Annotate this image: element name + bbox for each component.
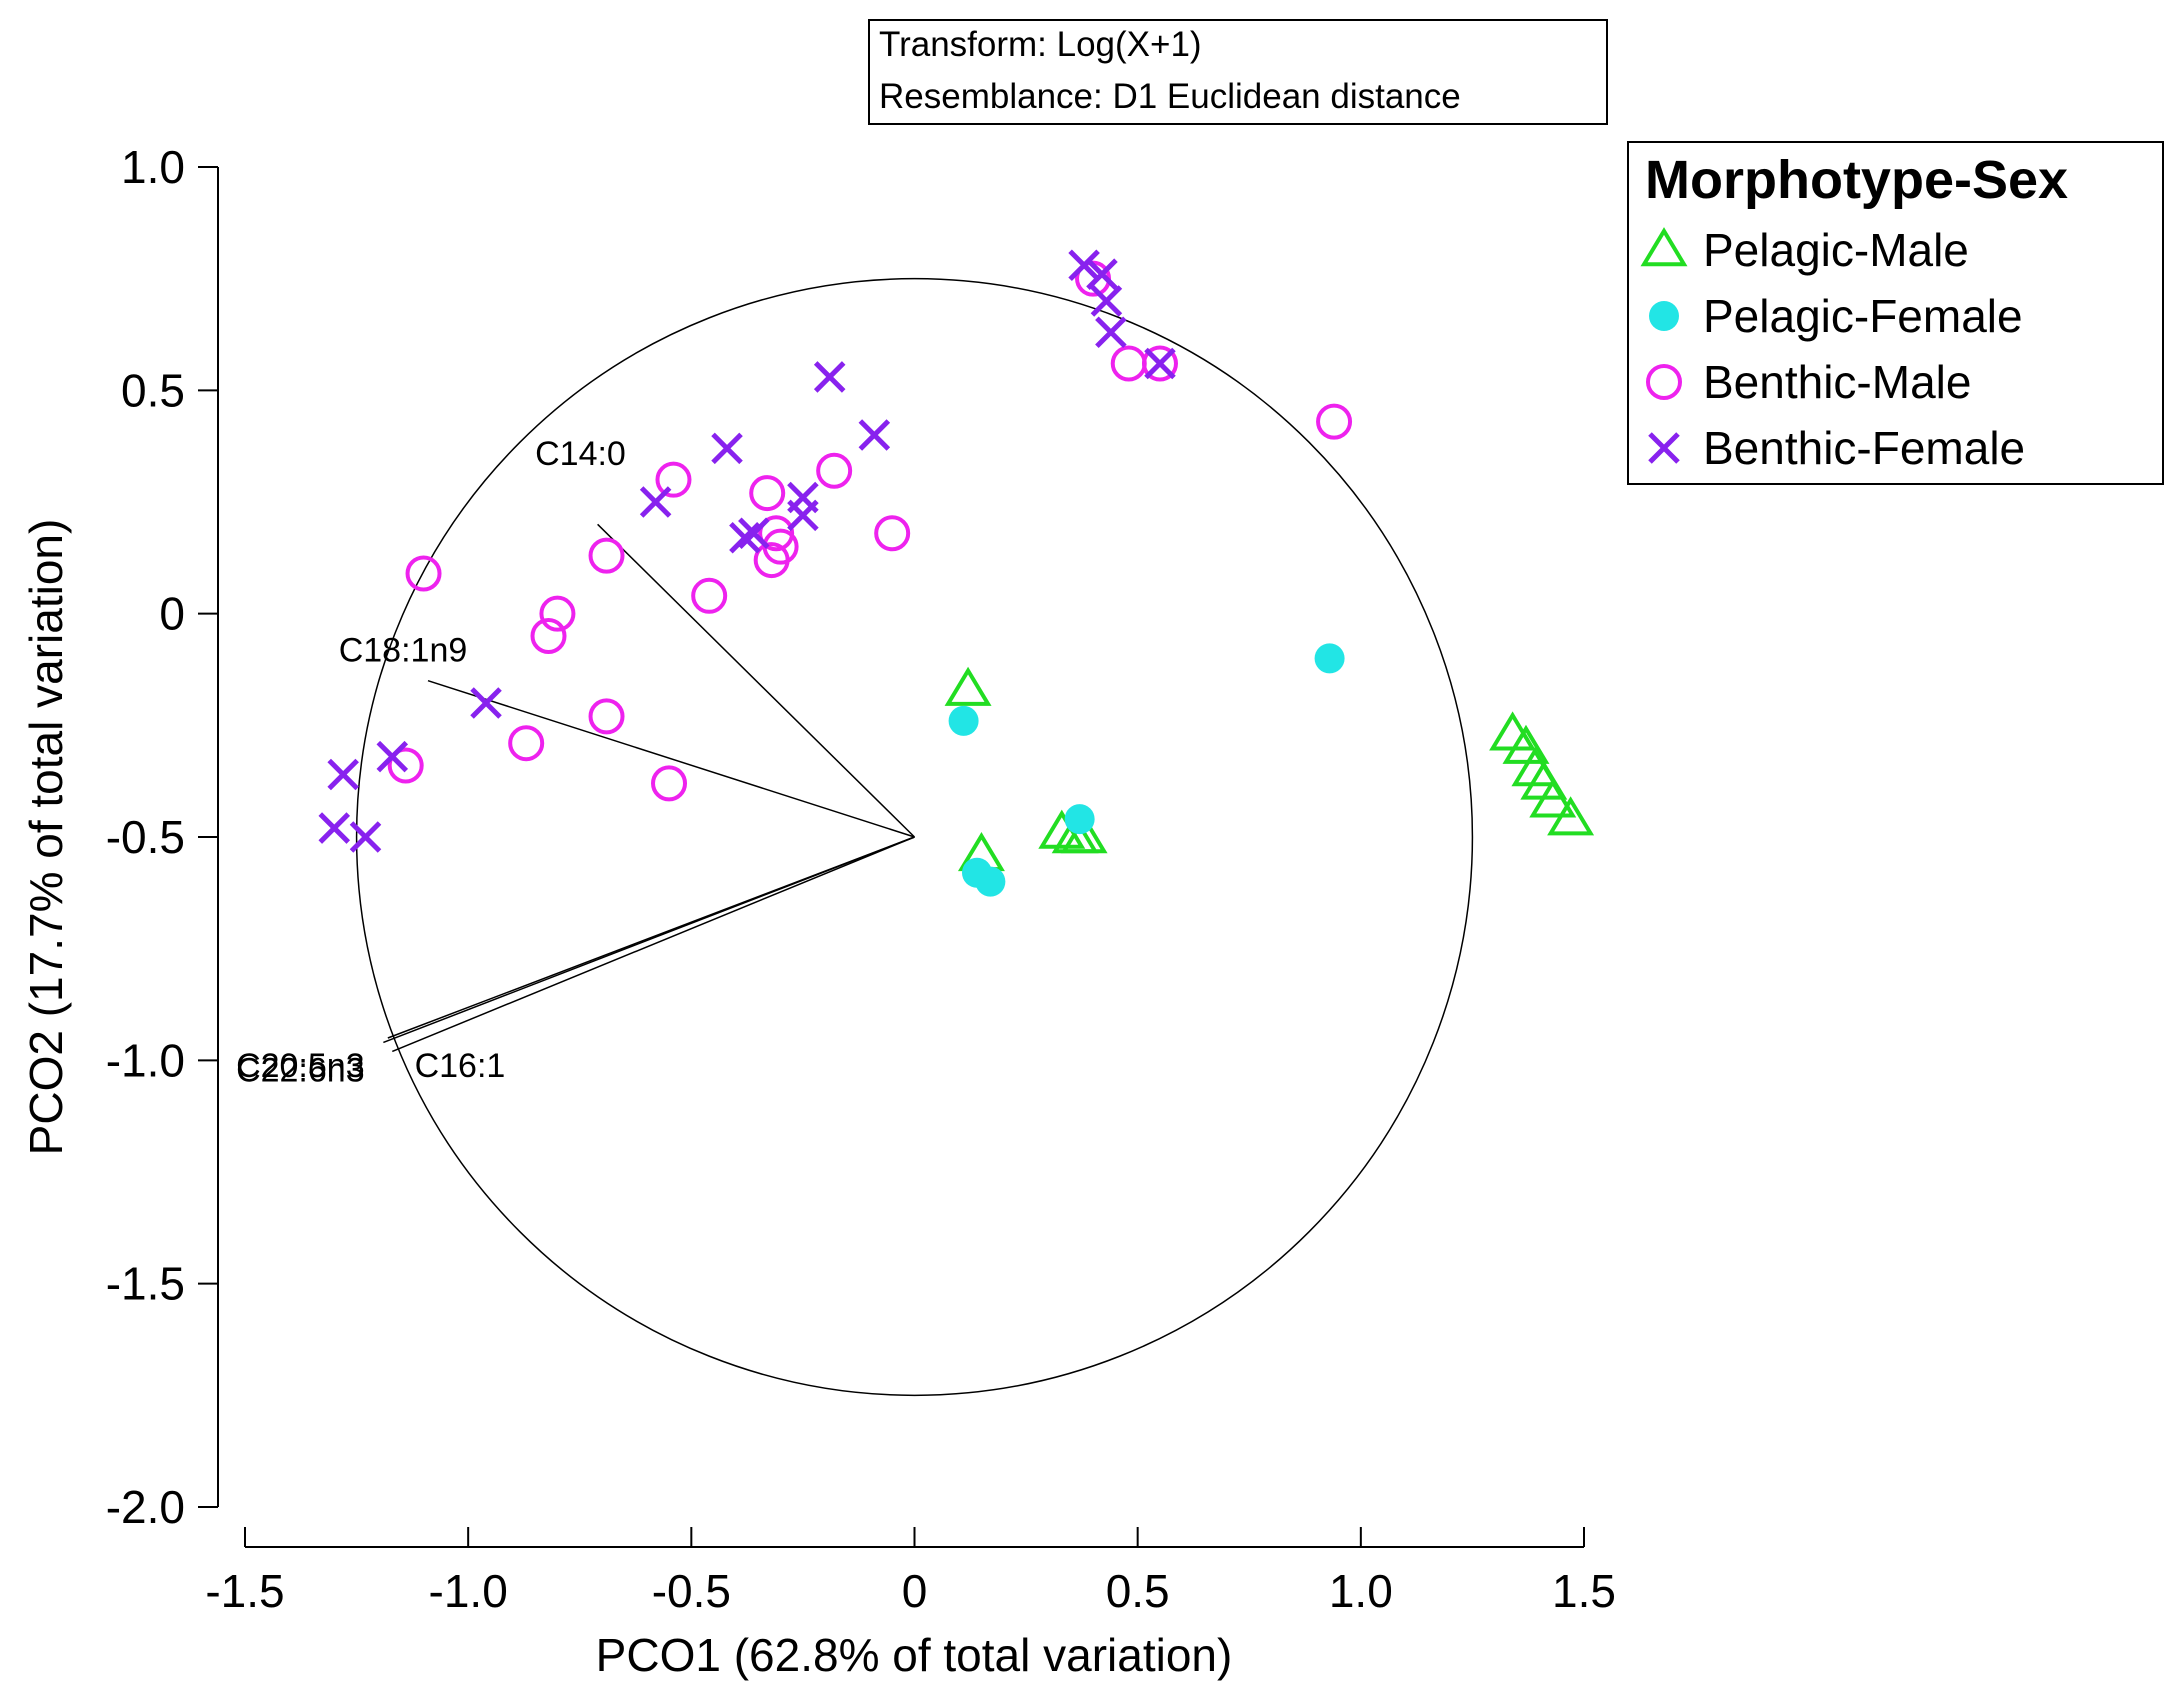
- legend-item-pelagic-male: Pelagic-Male: [1640, 224, 1969, 276]
- legend-item-pelagic-female: Pelagic-Female: [1649, 290, 2023, 342]
- series-pelagic-male: [944, 666, 1595, 872]
- data-point: [1529, 778, 1577, 818]
- data-point: [1110, 345, 1147, 382]
- data-point: [651, 765, 688, 802]
- data-point: [588, 537, 625, 574]
- data-point: [376, 740, 409, 773]
- y-tick-label: 0.5: [121, 364, 185, 416]
- data-point: [948, 705, 979, 736]
- data-point: [874, 515, 911, 552]
- x-axis-title: PCO1 (62.8% of total variation): [596, 1629, 1233, 1681]
- vector-label: C20:5n3: [236, 1047, 365, 1085]
- y-tick-label: 0: [159, 588, 185, 640]
- legend-marker: [1648, 432, 1680, 464]
- data-point: [318, 812, 351, 844]
- data-point: [944, 666, 992, 706]
- y-tick-label: -1.5: [106, 1258, 185, 1310]
- y-tick-label: -0.5: [106, 811, 185, 863]
- vector-c181n9: [427, 679, 915, 838]
- data-point: [691, 577, 728, 614]
- x-tick-label: -0.5: [652, 1565, 731, 1617]
- data-point: [816, 452, 853, 489]
- legend: Morphotype-Sex Pelagic-Male Pelagic-Femal…: [1627, 141, 2164, 485]
- data-point: [387, 747, 424, 784]
- legend-item-benthic-female: Benthic-Female: [1648, 422, 2025, 474]
- vector-c226n3: [383, 836, 915, 1044]
- legend-item-benthic-male: Benthic-Male: [1646, 356, 1971, 408]
- vector-c161: [392, 836, 915, 1053]
- y-axis: 1.0 0.5 0 -0.5 -1.0 -1.5 -2.0: [106, 141, 219, 1533]
- data-point: [1064, 804, 1095, 835]
- y-ticks: 1.0 0.5 0 -0.5 -1.0 -1.5 -2.0: [106, 141, 218, 1533]
- data-point: [1316, 403, 1353, 440]
- x-tick-label: -1.5: [205, 1565, 284, 1617]
- data-point: [1547, 796, 1595, 836]
- data-point: [588, 698, 625, 735]
- series-benthic-male: [387, 260, 1353, 802]
- series-pelagic-female: [948, 643, 1345, 897]
- data-point: [639, 486, 672, 518]
- vector-label: C18:1n9: [339, 631, 468, 669]
- legend-marker: [1646, 364, 1682, 400]
- data-point: [1060, 814, 1108, 854]
- x-axis: -1.5 -1.0 -0.5 0 0.5 1.0 1.5: [205, 1527, 1616, 1617]
- info-transform: Transform: Log(X+1): [879, 25, 1202, 64]
- data-point: [349, 821, 382, 853]
- data-point: [1095, 316, 1127, 349]
- data-point: [530, 618, 567, 654]
- legend-title: Morphotype-Sex: [1645, 150, 2068, 210]
- data-point: [655, 461, 692, 498]
- x-tick-label: 0.5: [1106, 1565, 1170, 1617]
- y-tick-label: -2.0: [106, 1481, 185, 1533]
- legend-label: Pelagic-Female: [1703, 290, 2023, 342]
- data-point: [327, 758, 359, 791]
- data-point: [1144, 347, 1176, 380]
- vector-label: C14:0: [535, 435, 626, 473]
- y-tick-label: -1.0: [106, 1034, 185, 1086]
- data-point: [711, 432, 743, 465]
- correlation-circle: [355, 277, 1474, 1397]
- y-axis-title: PCO2 (17.7% of total variation): [20, 519, 72, 1156]
- vector-c140: [597, 523, 916, 838]
- data-point: [1314, 643, 1345, 674]
- data-point: [1502, 724, 1550, 764]
- data-point: [1068, 249, 1100, 282]
- data-point: [1086, 258, 1118, 290]
- data-point: [858, 419, 891, 451]
- legend-frame: [1627, 141, 2164, 485]
- data-point: [470, 687, 502, 719]
- data-point: [1090, 285, 1123, 317]
- info-box: Transform: Log(X+1) Resemblance: D1 Eucl…: [868, 19, 1608, 125]
- legend-label: Benthic-Male: [1703, 356, 1971, 408]
- data-point: [975, 866, 1006, 897]
- data-point: [787, 481, 819, 514]
- data-point: [813, 361, 846, 393]
- legend-marker: [1649, 301, 1679, 331]
- x-ticks: -1.5 -1.0 -0.5 0 0.5 1.0 1.5: [205, 1527, 1616, 1617]
- data-point: [729, 521, 761, 554]
- x-tick-label: 1.5: [1552, 1565, 1616, 1617]
- data-point: [1141, 345, 1178, 382]
- legend-items: Pelagic-Male Pelagic-Female Benthic-Male Be…: [1640, 224, 2025, 474]
- y-tick-label: 1.0: [121, 141, 185, 193]
- x-tick-label: 0: [902, 1565, 928, 1617]
- info-resemblance: Resemblance: D1 Euclidean distance: [879, 77, 1461, 116]
- data-markers: [318, 249, 1595, 897]
- data-point: [405, 555, 442, 592]
- data-point: [738, 517, 770, 550]
- vector-label: C22:6n3: [236, 1051, 365, 1089]
- legend-marker: [1640, 227, 1688, 267]
- x-tick-label: 1.0: [1329, 1565, 1393, 1617]
- series-benthic-female: [318, 249, 1176, 853]
- info-box-frame: [868, 19, 1608, 125]
- legend-label: Benthic-Female: [1703, 422, 2025, 474]
- x-tick-label: -1.0: [429, 1565, 508, 1617]
- data-point: [749, 475, 786, 512]
- data-point: [508, 725, 545, 762]
- vector-label: C16:1: [415, 1047, 506, 1085]
- legend-label: Pelagic-Male: [1703, 224, 1969, 276]
- data-point: [539, 595, 576, 632]
